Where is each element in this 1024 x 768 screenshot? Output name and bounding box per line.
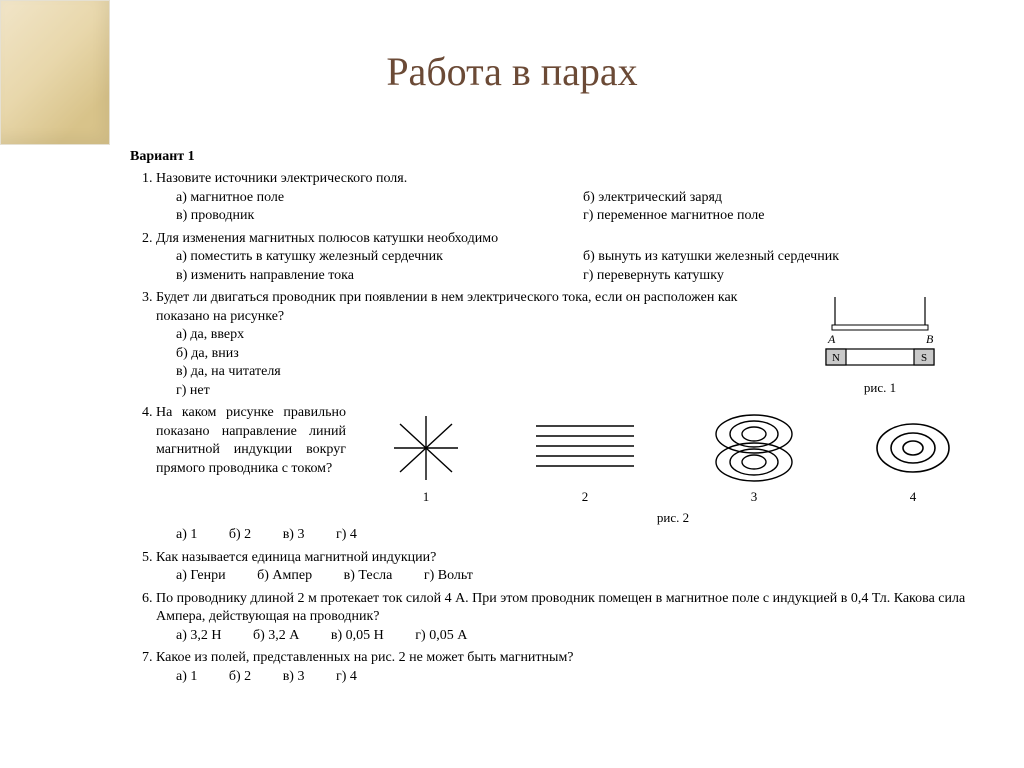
q2-text: Для изменения магнитных полюсов катушки … (156, 231, 498, 246)
fig2-pattern-4 (868, 410, 958, 486)
q5-text: Как называется единица магнитной индукци… (156, 550, 436, 565)
svg-text:B: B (926, 332, 934, 346)
q1-opt-v: в) проводник (176, 207, 583, 225)
variant-label: Вариант 1 (130, 148, 990, 166)
fig2-pattern-3 (704, 410, 804, 486)
slide-title: Работа в парах (0, 48, 1024, 95)
q4-options: а) 1 б) 2 в) 3 г) 4 (156, 526, 990, 544)
q5-opt-b: б) Ампер (257, 568, 312, 583)
q5-opt-a: а) Генри (176, 568, 226, 583)
svg-text:A: A (827, 332, 836, 346)
q4-text: На каком рисунке правильно показано напр… (156, 404, 346, 478)
q2-opt-g: г) перевернуть катушку (583, 267, 990, 285)
q6-opt-v: в) 0,05 Н (331, 628, 384, 643)
q6-opt-g: г) 0,05 А (415, 628, 467, 643)
q7-opt-b: б) 2 (229, 669, 251, 684)
q4-opt-g: г) 4 (336, 527, 357, 542)
fig2-label-1: 1 (386, 488, 466, 505)
q2-opt-v: в) изменить направление тока (176, 267, 583, 285)
question-6: По проводнику длиной 2 м протекает ток с… (156, 590, 990, 645)
figure-1: A B N S рис. 1 (770, 289, 990, 396)
question-4: На каком рисунке правильно показано напр… (156, 404, 990, 545)
q3-opt-a: а) да, вверх (176, 326, 750, 344)
fig2-pattern-2 (530, 410, 640, 486)
q3-text: Будет ли двигаться проводник при появлен… (156, 290, 737, 323)
fig2-caption: рис. 2 (156, 509, 990, 526)
q1-opt-b: б) электрический заряд (583, 189, 990, 207)
q2-opt-b: б) вынуть из катушки железный сердечник (583, 248, 990, 266)
q7-opt-a: а) 1 (176, 669, 197, 684)
q1-opt-a: а) магнитное поле (176, 189, 583, 207)
q7-opt-v: в) 3 (283, 669, 305, 684)
question-1: Назовите источники электрического поля. … (156, 170, 990, 225)
worksheet: Вариант 1 Назовите источники электрическ… (130, 148, 990, 690)
q6-opt-a: а) 3,2 Н (176, 628, 222, 643)
q3-opt-g: г) нет (176, 382, 750, 400)
q2-opt-a: а) поместить в катушку железный сердечни… (176, 248, 583, 266)
q5-opt-g: г) Вольт (424, 568, 473, 583)
q4-opt-a: а) 1 (176, 527, 197, 542)
figure-2: 1 (354, 404, 990, 505)
question-2: Для изменения магнитных полюсов катушки … (156, 230, 990, 285)
q7-opt-g: г) 4 (336, 669, 357, 684)
question-3: Будет ли двигаться проводник при появлен… (156, 289, 990, 400)
question-5: Как называется единица магнитной индукци… (156, 549, 990, 586)
fig2-label-2: 2 (530, 488, 640, 505)
fig1-svg: A B N S (800, 289, 960, 375)
q7-text: Какое из полей, представленных на рис. 2… (156, 650, 574, 665)
fig1-caption: рис. 1 (770, 379, 990, 396)
q5-opt-v: в) Тесла (344, 568, 393, 583)
q3-opt-b: б) да, вниз (176, 345, 750, 363)
fig2-label-3: 3 (704, 488, 804, 505)
fig2-label-4: 4 (868, 488, 958, 505)
q1-text: Назовите источники электрического поля. (156, 171, 407, 186)
q3-opt-v: в) да, на читателя (176, 363, 750, 381)
question-7: Какое из полей, представленных на рис. 2… (156, 649, 990, 686)
q1-opt-g: г) переменное магнитное поле (583, 207, 990, 225)
q6-text: По проводнику длиной 2 м протекает ток с… (156, 591, 965, 624)
svg-text:N: N (832, 352, 840, 364)
q4-opt-v: в) 3 (283, 527, 305, 542)
q4-opt-b: б) 2 (229, 527, 251, 542)
q6-opt-b: б) 3,2 А (253, 628, 299, 643)
fig2-pattern-1 (386, 410, 466, 486)
svg-text:S: S (921, 352, 927, 364)
